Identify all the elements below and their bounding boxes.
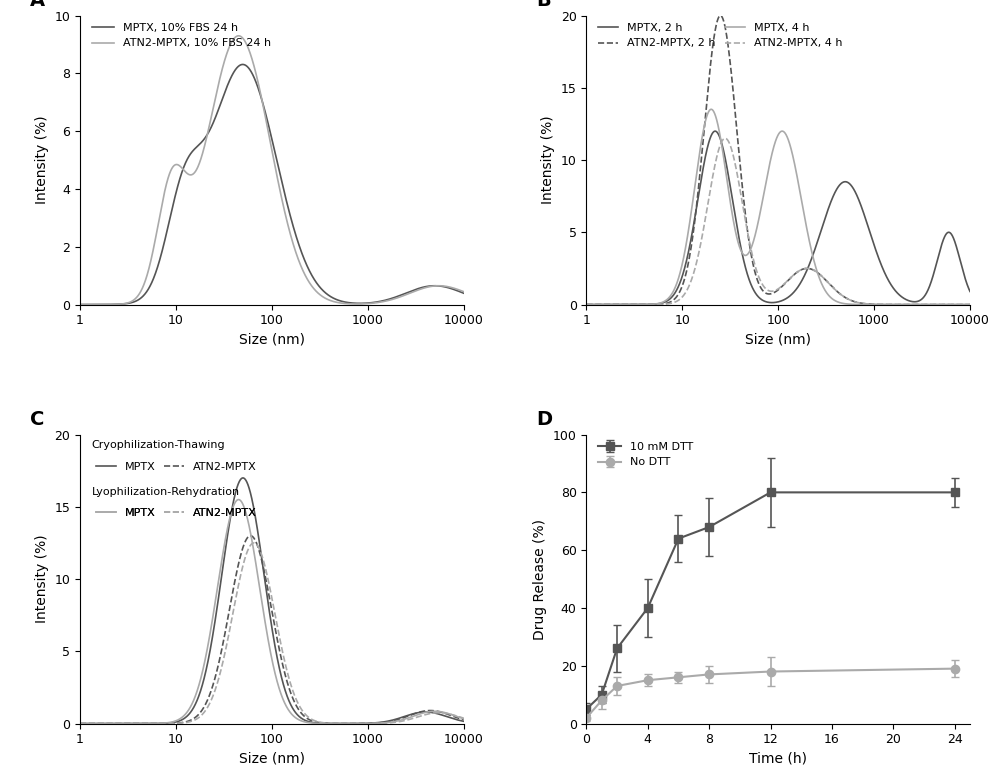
MPTX, 2 h: [647, 300, 659, 309]
ATN2-MPTX, 10% FBS 24 h: [118, 299, 130, 308]
MPTX, 2 h: [744, 278, 756, 287]
MPTX, 10% FBS 24 h: [221, 82, 233, 91]
MPTX, 2 h: [957, 265, 969, 274]
Text: Cryophilization-Thawing: Cryophilization-Thawing: [92, 440, 225, 450]
MPTX, 4 h: [624, 300, 636, 309]
ATN2-MPTX, 10% FBS 24 h: [232, 31, 244, 40]
ATN2-MPTX, 10% FBS 24 h: [409, 286, 421, 296]
MPTX, 2 h: [709, 127, 721, 136]
ATN2-MPTX, 2 h: [624, 300, 636, 309]
Legend: MPTX, ATN2-MPTX: MPTX, ATN2-MPTX: [92, 504, 262, 523]
Legend: 10 mM DTT, No DTT: 10 mM DTT, No DTT: [594, 437, 697, 472]
Y-axis label: Drug Release (%): Drug Release (%): [533, 519, 547, 640]
Line: ATN2-MPTX, 10% FBS 24 h: ATN2-MPTX, 10% FBS 24 h: [80, 36, 464, 304]
Y-axis label: Intensity (%): Intensity (%): [35, 534, 49, 623]
MPTX, 4 h: [744, 245, 756, 254]
Text: B: B: [537, 0, 551, 10]
MPTX, 2 h: [580, 300, 592, 309]
MPTX, 2 h: [915, 295, 927, 304]
Legend: MPTX, 10% FBS 24 h, ATN2-MPTX, 10% FBS 24 h: MPTX, 10% FBS 24 h, ATN2-MPTX, 10% FBS 2…: [88, 19, 276, 53]
X-axis label: Size (nm): Size (nm): [239, 333, 305, 347]
X-axis label: Time (h): Time (h): [749, 752, 807, 766]
MPTX, 4 h: [705, 104, 717, 114]
ATN2-MPTX, 2 h: [915, 300, 927, 309]
ATN2-MPTX, 10% FBS 24 h: [458, 287, 470, 296]
Line: MPTX, 4 h: MPTX, 4 h: [586, 109, 970, 304]
ATN2-MPTX, 10% FBS 24 h: [74, 300, 86, 309]
ATN2-MPTX, 10% FBS 24 h: [141, 272, 153, 282]
MPTX, 10% FBS 24 h: [74, 300, 86, 309]
MPTX, 4 h: [915, 300, 927, 309]
ATN2-MPTX, 2 h: [957, 300, 969, 309]
MPTX, 10% FBS 24 h: [238, 60, 250, 69]
Line: MPTX, 10% FBS 24 h: MPTX, 10% FBS 24 h: [80, 65, 464, 304]
ATN2-MPTX, 10% FBS 24 h: [238, 35, 250, 44]
Legend: MPTX, 2 h, ATN2-MPTX, 2 h, MPTX, 4 h, ATN2-MPTX, 4 h: MPTX, 2 h, ATN2-MPTX, 2 h, MPTX, 4 h, AT…: [594, 19, 847, 53]
ATN2-MPTX, 2 h: [580, 300, 592, 309]
Line: MPTX, 2 h: MPTX, 2 h: [586, 131, 970, 304]
X-axis label: Size (nm): Size (nm): [239, 752, 305, 766]
MPTX, 4 h: [964, 300, 976, 309]
ATN2-MPTX, 4 h: [647, 300, 659, 309]
ATN2-MPTX, 10% FBS 24 h: [221, 48, 233, 58]
MPTX, 10% FBS 24 h: [141, 287, 153, 296]
ATN2-MPTX, 4 h: [580, 300, 592, 309]
Text: Lyophilization-Rehydration: Lyophilization-Rehydration: [92, 486, 240, 496]
ATN2-MPTX, 2 h: [647, 300, 659, 309]
ATN2-MPTX, 2 h: [728, 91, 740, 100]
MPTX, 4 h: [647, 300, 659, 309]
ATN2-MPTX, 4 h: [624, 300, 636, 309]
Text: D: D: [537, 410, 553, 429]
ATN2-MPTX, 4 h: [957, 300, 969, 309]
ATN2-MPTX, 4 h: [728, 152, 740, 162]
MPTX, 10% FBS 24 h: [409, 285, 421, 294]
Line: ATN2-MPTX, 4 h: ATN2-MPTX, 4 h: [586, 138, 970, 304]
Y-axis label: Intensity (%): Intensity (%): [35, 116, 49, 205]
Y-axis label: Intensity (%): Intensity (%): [541, 116, 555, 205]
ATN2-MPTX, 4 h: [719, 134, 731, 143]
X-axis label: Size (nm): Size (nm): [745, 333, 811, 347]
Line: ATN2-MPTX, 2 h: ATN2-MPTX, 2 h: [586, 16, 970, 304]
MPTX, 2 h: [728, 202, 740, 212]
ATN2-MPTX, 4 h: [744, 241, 756, 251]
MPTX, 10% FBS 24 h: [458, 289, 470, 298]
MPTX, 10% FBS 24 h: [237, 60, 249, 69]
MPTX, 10% FBS 24 h: [450, 286, 462, 295]
ATN2-MPTX, 2 h: [744, 244, 756, 254]
ATN2-MPTX, 4 h: [964, 300, 976, 309]
MPTX, 4 h: [728, 217, 740, 226]
Text: A: A: [30, 0, 45, 10]
ATN2-MPTX, 2 h: [714, 11, 726, 20]
MPTX, 2 h: [624, 300, 636, 309]
MPTX, 10% FBS 24 h: [118, 300, 130, 309]
MPTX, 4 h: [957, 300, 969, 309]
MPTX, 2 h: [964, 287, 976, 296]
ATN2-MPTX, 2 h: [964, 300, 976, 309]
ATN2-MPTX, 10% FBS 24 h: [450, 284, 462, 293]
MPTX, 4 h: [580, 300, 592, 309]
ATN2-MPTX, 4 h: [915, 300, 927, 309]
Text: C: C: [30, 410, 45, 429]
